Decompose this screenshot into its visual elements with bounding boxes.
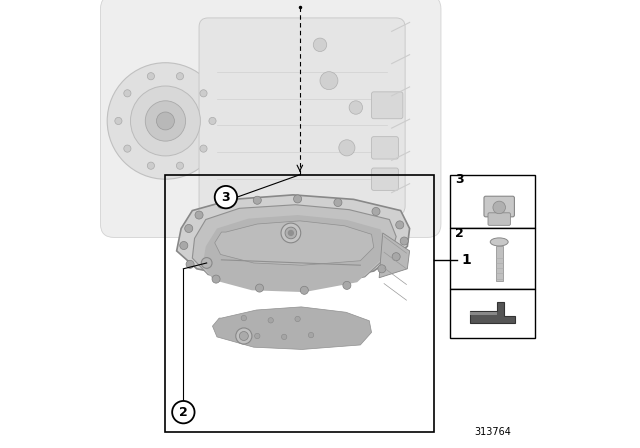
Circle shape: [400, 237, 408, 245]
FancyBboxPatch shape: [371, 168, 398, 190]
Text: 3: 3: [221, 190, 230, 204]
Text: 1: 1: [461, 253, 471, 267]
FancyBboxPatch shape: [371, 137, 398, 159]
Circle shape: [253, 196, 261, 204]
Circle shape: [200, 145, 207, 152]
Bar: [495, 246, 503, 281]
Bar: [450, 289, 535, 338]
Circle shape: [218, 200, 225, 208]
Circle shape: [372, 207, 380, 215]
Polygon shape: [177, 195, 410, 282]
Circle shape: [180, 241, 188, 250]
Polygon shape: [192, 205, 396, 288]
Bar: [450, 228, 535, 289]
Circle shape: [378, 265, 386, 273]
Circle shape: [147, 73, 154, 80]
Bar: [470, 312, 497, 315]
Circle shape: [195, 211, 203, 219]
Circle shape: [339, 140, 355, 156]
Ellipse shape: [490, 238, 508, 246]
Circle shape: [147, 162, 154, 169]
Circle shape: [493, 201, 506, 214]
Circle shape: [209, 117, 216, 125]
FancyBboxPatch shape: [199, 18, 405, 215]
Polygon shape: [379, 233, 410, 278]
FancyBboxPatch shape: [484, 196, 515, 217]
Bar: [165, 175, 435, 432]
Text: 3: 3: [455, 173, 464, 186]
Circle shape: [177, 73, 184, 80]
Circle shape: [255, 284, 264, 292]
Circle shape: [282, 334, 287, 340]
Text: 2: 2: [455, 227, 464, 240]
Circle shape: [186, 260, 194, 268]
Circle shape: [201, 258, 212, 268]
Circle shape: [334, 198, 342, 207]
Text: 2: 2: [179, 405, 188, 419]
Polygon shape: [470, 302, 515, 323]
Circle shape: [314, 38, 327, 52]
Circle shape: [241, 315, 246, 321]
Circle shape: [255, 333, 260, 339]
Circle shape: [288, 230, 294, 236]
Circle shape: [343, 281, 351, 289]
Circle shape: [115, 117, 122, 125]
Circle shape: [294, 195, 301, 203]
FancyBboxPatch shape: [371, 92, 403, 119]
Circle shape: [145, 101, 186, 141]
Text: BMW: BMW: [285, 237, 297, 242]
Text: 313764: 313764: [474, 427, 511, 437]
Circle shape: [200, 90, 207, 97]
Circle shape: [281, 223, 301, 243]
Polygon shape: [203, 215, 387, 292]
Circle shape: [308, 332, 314, 338]
Circle shape: [300, 286, 308, 294]
Polygon shape: [212, 307, 371, 349]
Circle shape: [131, 86, 200, 156]
Circle shape: [236, 328, 252, 344]
Circle shape: [185, 224, 193, 233]
Circle shape: [212, 275, 220, 283]
Circle shape: [156, 112, 174, 130]
Circle shape: [124, 90, 131, 97]
FancyBboxPatch shape: [100, 0, 441, 237]
Circle shape: [172, 401, 195, 423]
Circle shape: [107, 63, 224, 179]
Circle shape: [349, 101, 362, 114]
Circle shape: [285, 227, 297, 239]
Circle shape: [177, 162, 184, 169]
Circle shape: [392, 253, 400, 261]
Circle shape: [396, 221, 404, 229]
Circle shape: [268, 318, 273, 323]
Circle shape: [295, 316, 300, 322]
Polygon shape: [215, 221, 374, 265]
Circle shape: [239, 332, 248, 340]
Circle shape: [215, 186, 237, 208]
FancyBboxPatch shape: [488, 213, 511, 225]
Circle shape: [124, 145, 131, 152]
Bar: [450, 175, 535, 228]
Circle shape: [320, 72, 338, 90]
